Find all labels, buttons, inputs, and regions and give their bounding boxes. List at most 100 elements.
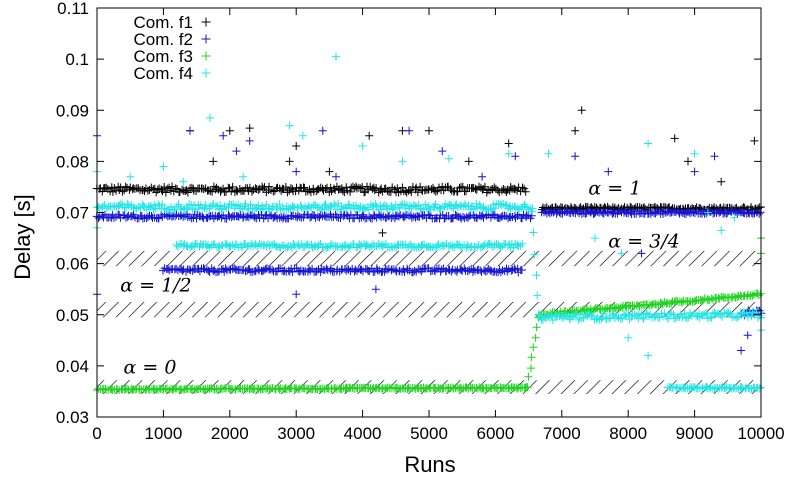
y-tick-label: 0.05	[56, 306, 89, 325]
data-point	[297, 203, 305, 211]
legend-marker-1	[202, 18, 211, 27]
data-point	[571, 152, 579, 160]
data-point	[325, 168, 333, 176]
x-tick-label: 0	[92, 424, 101, 443]
data-point	[299, 132, 307, 140]
data-point	[604, 168, 612, 176]
data-point	[691, 150, 699, 158]
legend-label-4: Com. f4	[133, 64, 193, 83]
hatched-band-0	[97, 251, 761, 266]
data-point	[158, 213, 166, 221]
y-tick-label: 0.11	[57, 0, 89, 18]
x-tick-label: 5000	[410, 424, 448, 443]
data-point	[456, 202, 464, 210]
data-point	[529, 343, 537, 351]
data-point	[533, 291, 541, 299]
annotation-0: α = 1	[588, 178, 641, 200]
data-point	[186, 127, 194, 135]
data-point	[286, 122, 294, 130]
x-tick-label: 10000	[737, 424, 784, 443]
data-point	[532, 334, 540, 342]
legend-marker-3	[202, 52, 211, 61]
data-point	[332, 53, 340, 61]
x-tick-label: 1000	[144, 424, 182, 443]
data-point	[239, 173, 247, 181]
data-point	[711, 152, 719, 160]
data-point	[591, 234, 599, 242]
data-point	[465, 266, 473, 274]
data-point	[533, 323, 541, 331]
data-point	[179, 178, 187, 186]
data-point	[173, 241, 181, 249]
data-point	[530, 229, 538, 237]
data-point	[286, 157, 294, 165]
data-point	[372, 285, 380, 293]
x-axis-label: Runs	[404, 452, 455, 477]
data-point	[131, 185, 139, 193]
annotation-3: α = 0	[124, 357, 177, 379]
x-tick-label: 2000	[211, 424, 249, 443]
data-point	[359, 142, 367, 150]
data-point	[292, 290, 300, 298]
data-point	[213, 213, 221, 221]
data-point	[405, 127, 413, 135]
x-tick-label: 4000	[344, 424, 382, 443]
data-point	[465, 157, 473, 165]
data-point	[478, 173, 486, 181]
annotation-2: α = 1/2	[120, 275, 191, 297]
data-point	[533, 271, 541, 279]
data-point	[319, 127, 327, 135]
data-point	[246, 137, 254, 145]
x-tick-label: 9000	[676, 424, 714, 443]
data-point	[750, 137, 758, 145]
data-point	[379, 229, 387, 237]
data-point	[264, 205, 272, 213]
data-point	[717, 226, 725, 234]
data-point	[518, 266, 526, 274]
data-point	[292, 142, 300, 150]
data-point	[126, 173, 134, 181]
y-tick-label: 0.06	[56, 255, 89, 274]
y-tick-label: 0.07	[56, 204, 89, 223]
data-point	[209, 157, 217, 165]
data-points	[93, 53, 766, 395]
data-point	[671, 134, 679, 142]
legend: Com. f1Com. f2Com. f3Com. f4	[133, 13, 210, 83]
data-point	[380, 241, 388, 249]
data-point	[744, 331, 752, 339]
data-point	[445, 155, 453, 163]
y-tick-label: 0.08	[56, 152, 89, 171]
y-tick-label: 0.09	[56, 101, 89, 120]
data-point	[425, 127, 433, 135]
annotation-1: α = 3/4	[608, 230, 679, 252]
data-point	[502, 212, 510, 220]
data-point	[219, 132, 227, 140]
data-point	[578, 106, 586, 114]
data-point	[246, 124, 254, 132]
data-point	[524, 373, 532, 381]
x-tick-label: 3000	[277, 424, 315, 443]
y-axis-label: Delay [s]	[10, 194, 35, 280]
data-point	[528, 353, 536, 361]
x-tick-label: 6000	[476, 424, 514, 443]
data-point	[717, 178, 725, 186]
data-point	[571, 127, 579, 135]
x-tick-label: 7000	[543, 424, 581, 443]
legend-marker-2	[202, 35, 211, 44]
data-point	[624, 334, 632, 342]
data-point	[206, 114, 214, 122]
data-point	[159, 163, 167, 171]
data-point	[737, 347, 745, 355]
data-point	[527, 364, 535, 372]
series-4	[93, 53, 765, 393]
data-point	[365, 132, 373, 140]
data-point	[644, 140, 652, 148]
data-point	[438, 147, 446, 155]
data-point	[545, 150, 553, 158]
y-tick-label: 0.04	[56, 357, 89, 376]
data-point	[232, 147, 240, 155]
data-point	[226, 127, 234, 135]
legend-marker-4	[202, 69, 211, 78]
x-tick-label: 8000	[609, 424, 647, 443]
